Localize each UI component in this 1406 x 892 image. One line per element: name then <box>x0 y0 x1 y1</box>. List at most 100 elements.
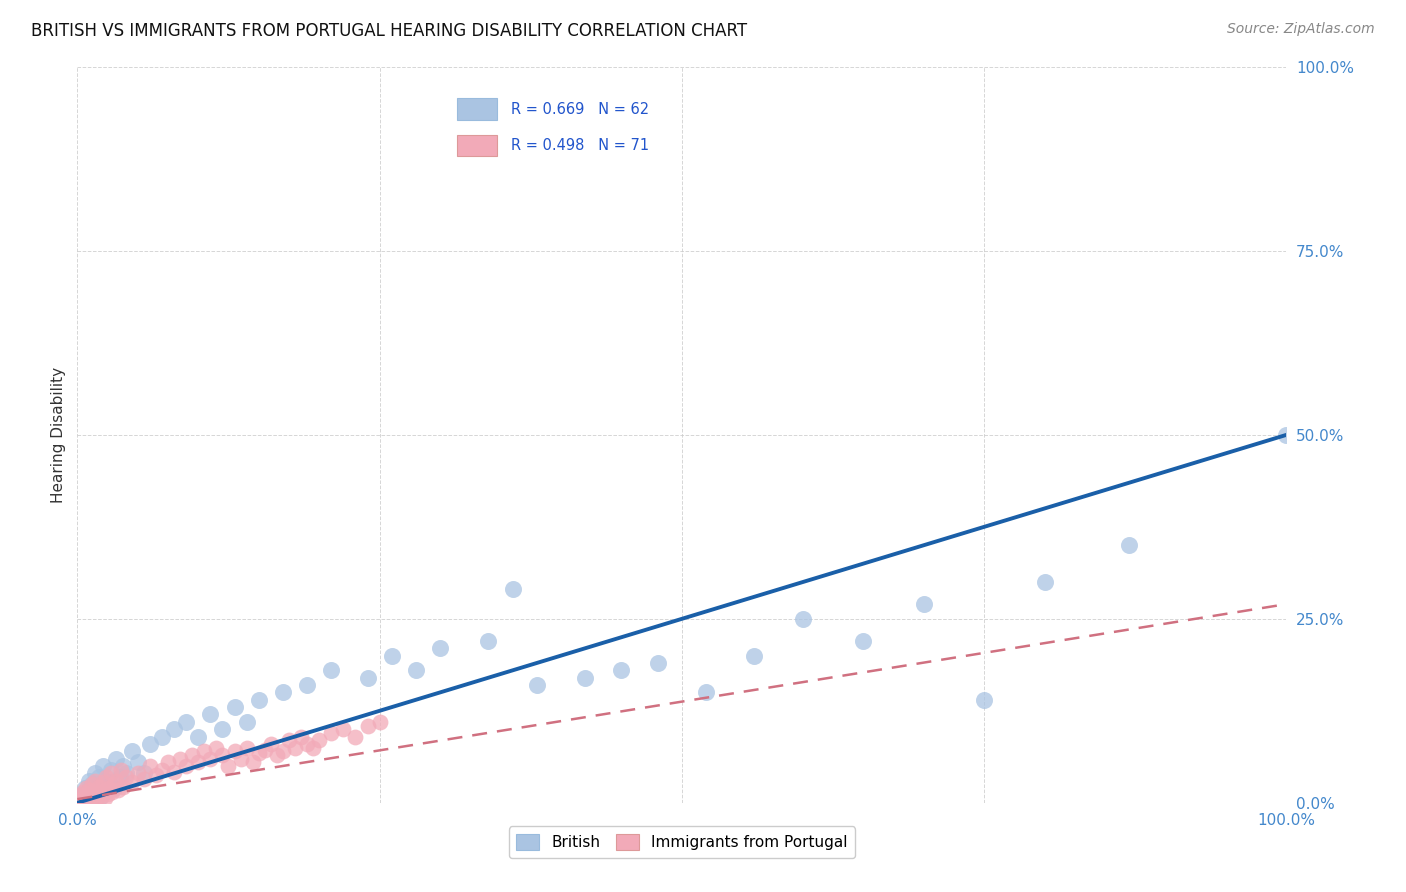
Point <box>72 792 94 806</box>
Point <box>77 785 100 799</box>
Point <box>271 744 294 758</box>
Point <box>187 730 209 744</box>
Point <box>69 792 91 806</box>
Point <box>112 780 135 794</box>
Point <box>76 792 98 806</box>
Point <box>89 786 111 800</box>
Point <box>200 751 222 765</box>
Point <box>308 733 330 747</box>
Point <box>973 692 995 706</box>
Point <box>89 789 111 804</box>
Point <box>284 740 307 755</box>
Point <box>193 744 215 758</box>
Point <box>87 780 110 794</box>
Point <box>295 678 318 692</box>
Point <box>295 737 318 751</box>
Point <box>127 766 149 780</box>
Point <box>278 733 301 747</box>
Point <box>477 633 499 648</box>
Point <box>253 743 276 757</box>
Point <box>332 723 354 737</box>
Point <box>405 664 427 678</box>
Point <box>100 766 122 780</box>
Point <box>744 648 766 663</box>
Point <box>139 737 162 751</box>
Point <box>83 782 105 797</box>
Point <box>103 777 125 791</box>
Point <box>224 744 246 758</box>
Point <box>247 692 270 706</box>
Point <box>80 777 103 791</box>
Point <box>73 789 96 804</box>
Point <box>93 785 115 799</box>
Point <box>101 785 124 799</box>
Point <box>96 770 118 784</box>
Point <box>1118 538 1140 552</box>
Point <box>79 782 101 797</box>
Point <box>242 756 264 770</box>
Point <box>79 791 101 805</box>
Point <box>229 751 252 765</box>
Point <box>100 763 122 777</box>
Point <box>610 664 633 678</box>
Point <box>105 751 128 765</box>
Point <box>87 770 110 784</box>
Point <box>200 707 222 722</box>
Point <box>290 730 312 744</box>
Point <box>93 784 115 798</box>
Point <box>205 740 228 755</box>
Point <box>121 775 143 789</box>
Point <box>174 759 197 773</box>
Point <box>356 671 378 685</box>
Point <box>97 781 120 796</box>
Point <box>1275 427 1298 442</box>
Point <box>76 789 98 804</box>
Point <box>114 766 136 780</box>
Point <box>73 781 96 796</box>
Point <box>98 782 121 797</box>
Point <box>647 656 669 670</box>
Point <box>695 685 717 699</box>
Point <box>169 751 191 765</box>
Point <box>87 789 110 804</box>
Point <box>145 768 167 782</box>
Point <box>574 671 596 685</box>
Point <box>150 730 173 744</box>
Point <box>792 612 814 626</box>
Point <box>80 777 103 791</box>
Point <box>83 793 105 807</box>
Point <box>86 781 108 796</box>
Point <box>224 700 246 714</box>
Point <box>271 685 294 699</box>
Point <box>502 582 524 597</box>
Point <box>107 782 129 797</box>
Text: Source: ZipAtlas.com: Source: ZipAtlas.com <box>1227 22 1375 37</box>
Point <box>90 789 112 804</box>
Point <box>429 641 451 656</box>
Point <box>368 714 391 729</box>
Point <box>86 785 108 799</box>
Point <box>344 730 367 744</box>
Point <box>79 773 101 788</box>
Point <box>321 726 343 740</box>
Point <box>181 747 204 762</box>
Point <box>91 775 114 789</box>
Point <box>108 770 131 784</box>
Point <box>91 759 114 773</box>
Point <box>139 759 162 773</box>
Point <box>103 781 125 796</box>
Point <box>82 789 104 803</box>
Point <box>110 763 132 777</box>
Point <box>72 785 94 799</box>
Point <box>211 723 233 737</box>
Text: BRITISH VS IMMIGRANTS FROM PORTUGAL HEARING DISABILITY CORRELATION CHART: BRITISH VS IMMIGRANTS FROM PORTUGAL HEAR… <box>31 22 747 40</box>
Point <box>79 789 101 803</box>
Point <box>75 781 97 796</box>
Point <box>247 746 270 760</box>
Point <box>96 773 118 788</box>
Point <box>235 740 257 755</box>
Point <box>356 718 378 732</box>
Point <box>526 678 548 692</box>
Point <box>132 766 155 780</box>
Point <box>163 723 186 737</box>
